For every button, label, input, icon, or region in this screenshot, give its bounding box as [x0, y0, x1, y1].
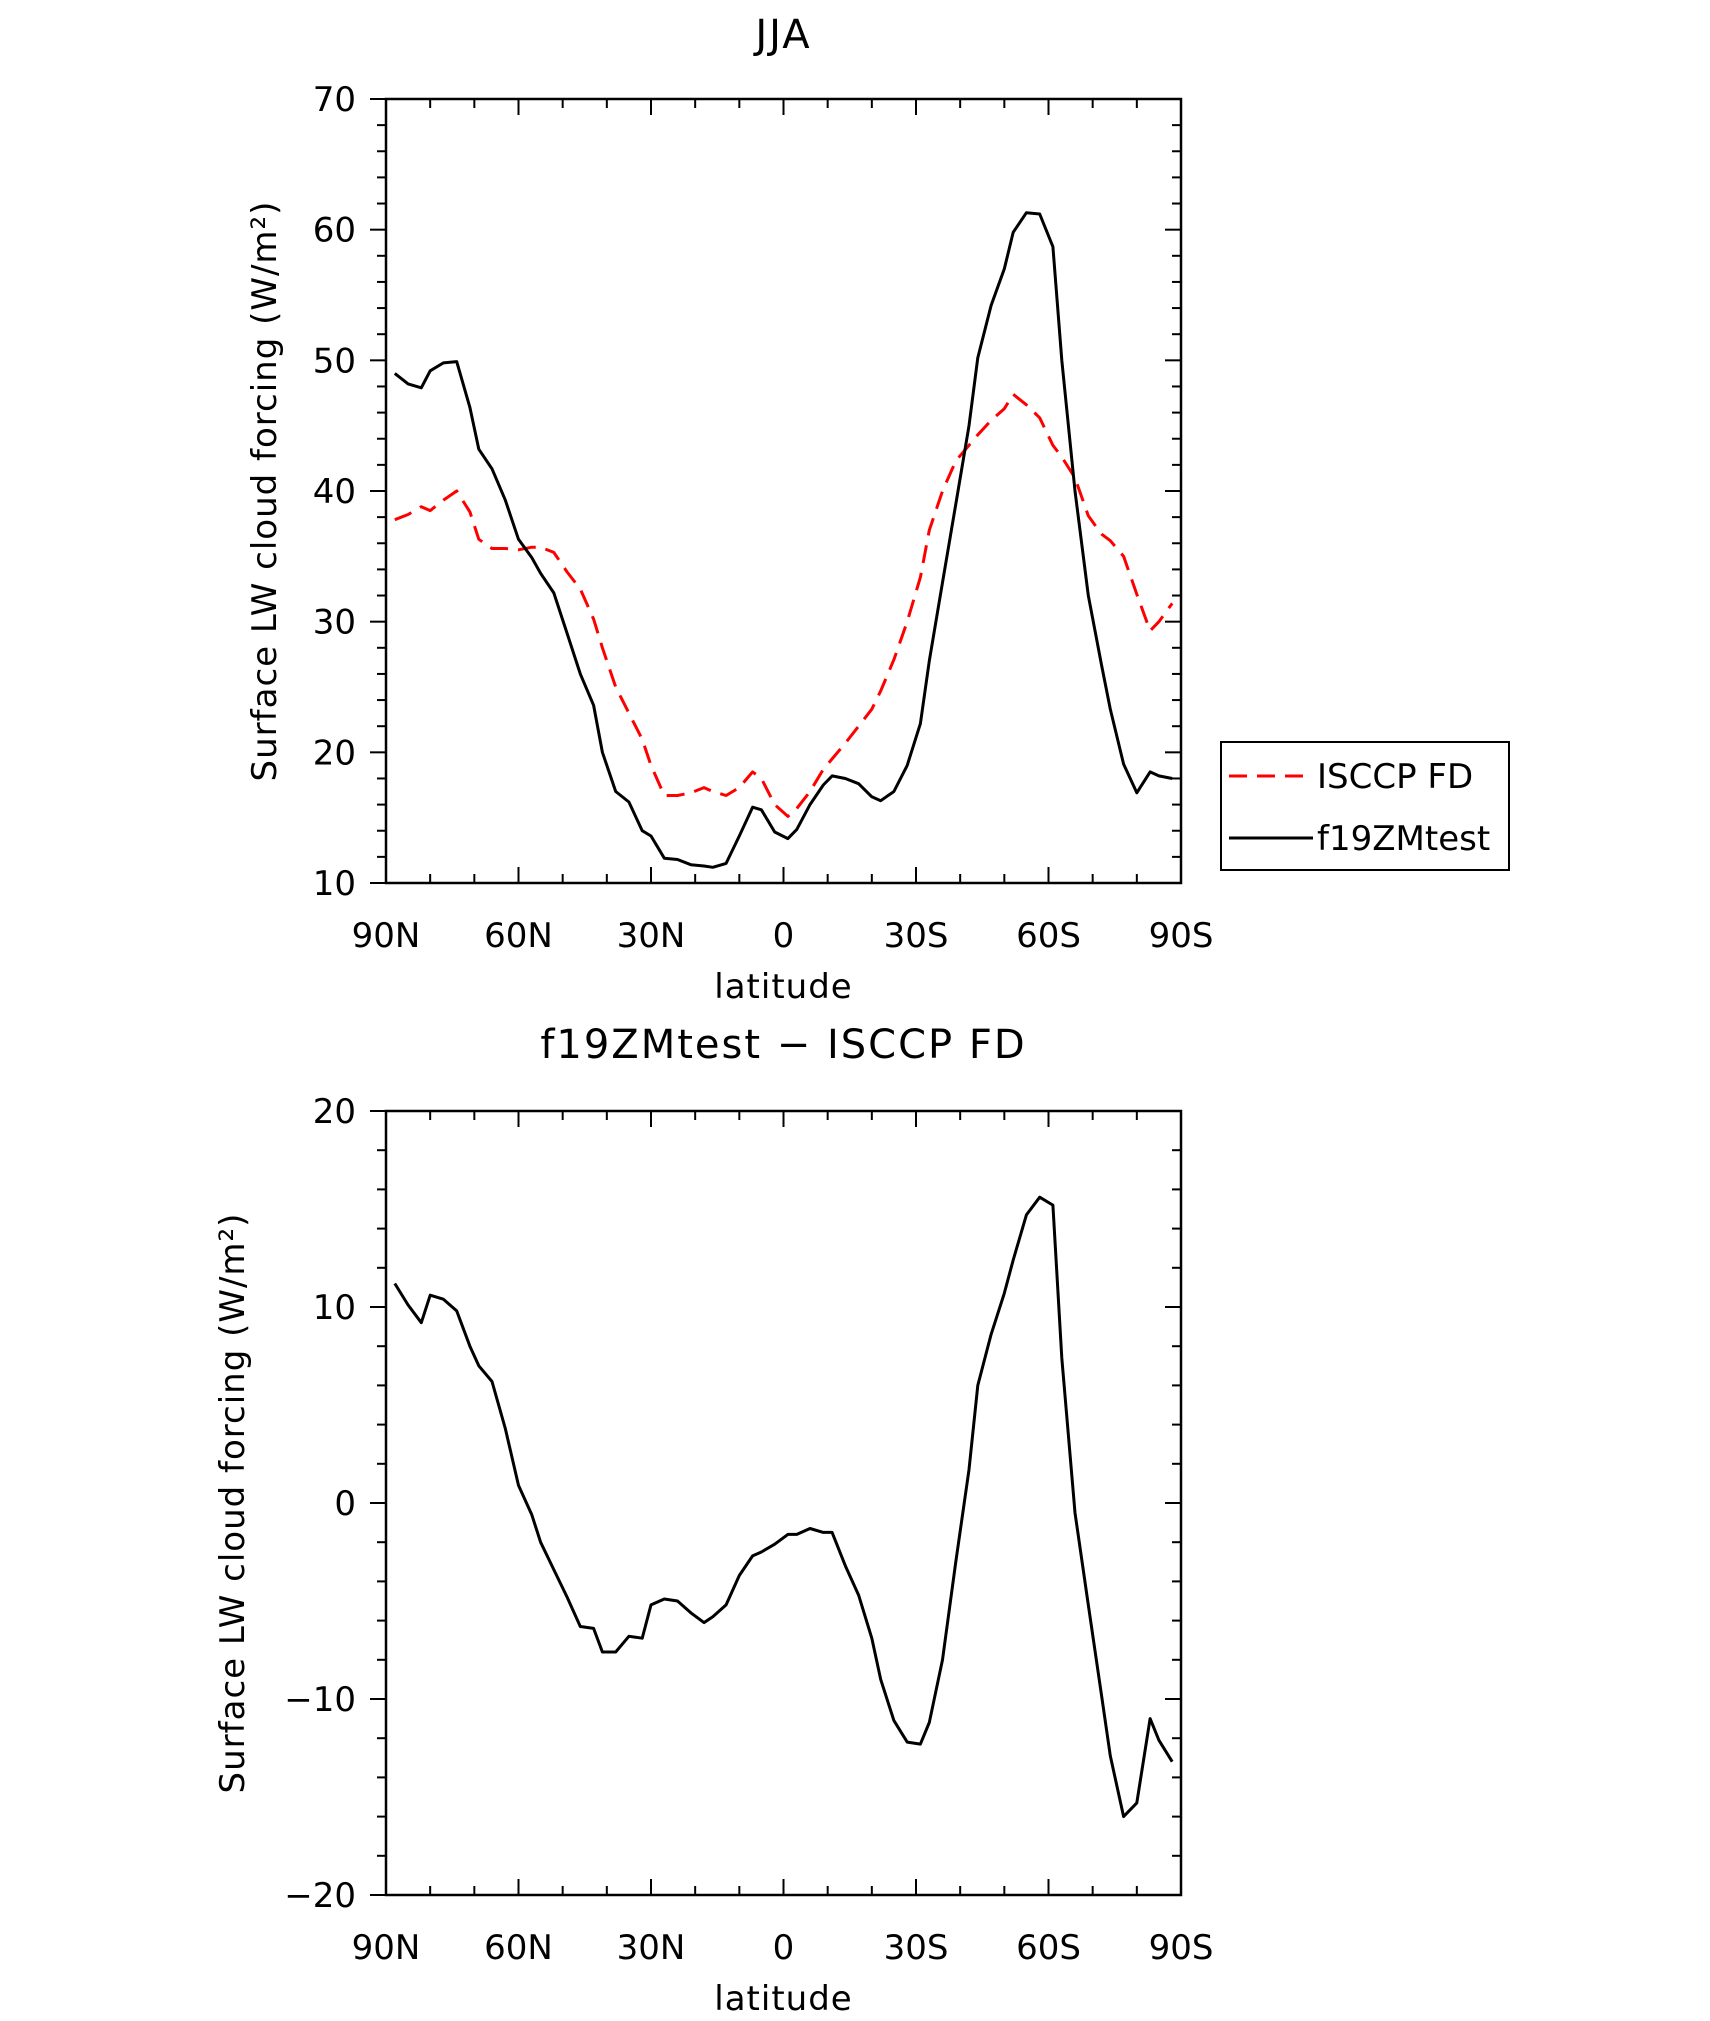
y-tick-label: 60: [313, 211, 356, 251]
chart-title: JJA: [752, 12, 811, 58]
legend-box: [1220, 741, 1510, 871]
y-tick-label: 50: [313, 341, 356, 381]
legend-label: ISCCP FD: [1317, 757, 1473, 797]
x-tick-label: 60S: [1016, 916, 1081, 956]
y-tick-label: −20: [284, 1876, 356, 1916]
y-tick-label: 20: [313, 733, 356, 773]
y-axis-label: Surface LW cloud forcing (W/m²): [245, 201, 285, 782]
x-tick-label: 30S: [884, 916, 949, 956]
y-tick-label: 30: [313, 603, 356, 643]
x-tick-label: 30S: [884, 1928, 949, 1968]
y-tick-label: 10: [313, 1288, 356, 1328]
y-axis-label: Surface LW cloud forcing (W/m²): [213, 1213, 253, 1794]
y-tick-label: 40: [313, 472, 356, 512]
plot-frame: [384, 1109, 1183, 1897]
legend-label: f19ZMtest: [1317, 819, 1490, 859]
y-tick-label: 70: [313, 80, 356, 120]
chart-top-panel: JJA 90N 60N 30N 0 30S 60S 90S 10 20 30 40 50 60 70 lati…: [245, 12, 1510, 1007]
x-tick-label: 0: [773, 916, 795, 956]
legend: ISCCP FD f19ZMtest: [1220, 741, 1510, 871]
series-line-f19zmtest: [393, 211, 1173, 869]
x-tick-label: 90S: [1149, 916, 1214, 956]
y-tick-label: 20: [313, 1092, 356, 1132]
x-tick-label: 30N: [617, 1928, 686, 1968]
x-tick-label: 0: [773, 1928, 795, 1968]
x-axis-label: latitude: [714, 1979, 852, 2019]
x-tick-label: 90N: [352, 916, 421, 956]
series-line-isccp-fd: [394, 392, 1174, 818]
x-axis-label: latitude: [714, 967, 852, 1007]
x-tick-label: 90N: [352, 1928, 421, 1968]
chart-title: f19ZMtest − ISCCP FD: [540, 1022, 1026, 1068]
x-tick-label: 60N: [484, 1928, 553, 1968]
chart-bottom-panel: f19ZMtest − ISCCP FD 90N 60N 30N 0 30S 60S 90S −…: [213, 1022, 1213, 2019]
x-tick-label: 60S: [1016, 1928, 1081, 1968]
y-tick-label: 0: [334, 1484, 356, 1524]
x-tick-label: 90S: [1149, 1928, 1214, 1968]
x-tick-label: 30N: [617, 916, 686, 956]
x-tick-label: 60N: [484, 916, 553, 956]
series-line-difference: [393, 1195, 1174, 1819]
y-tick-label: 10: [313, 864, 356, 904]
y-tick-label: −10: [284, 1680, 356, 1720]
plot-frame: [384, 97, 1183, 885]
